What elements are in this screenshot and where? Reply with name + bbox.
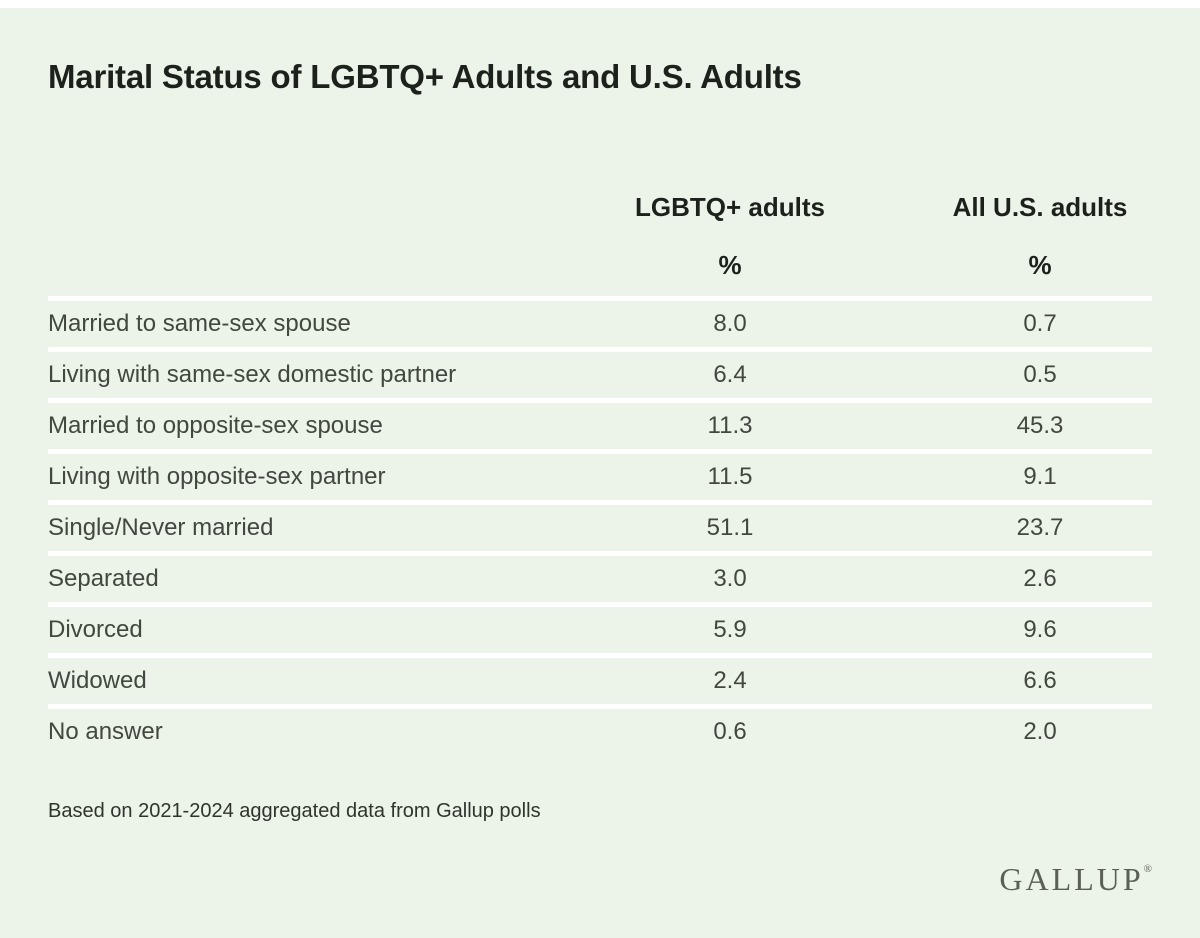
- table-row: Living with opposite-sex partner 11.5 9.…: [48, 449, 1152, 500]
- row-value-all-us: 9.1: [1023, 463, 1057, 490]
- row-value-lgbtq: 3.0: [713, 565, 747, 592]
- table-row: No answer 0.6 2.0: [48, 704, 1152, 755]
- content-area: Marital Status of LGBTQ+ Adults and U.S.…: [0, 58, 1200, 824]
- data-table: Married to same-sex spouse 8.0 0.7 Livin…: [48, 296, 1152, 755]
- row-label: Single/Never married: [48, 514, 274, 541]
- unit-label-all-us: %: [1028, 250, 1052, 280]
- table-row: Widowed 2.4 6.6: [48, 653, 1152, 704]
- row-label: Married to opposite-sex spouse: [48, 412, 383, 439]
- column-header-spacer: [48, 192, 570, 222]
- row-value-all-us: 6.6: [1023, 667, 1057, 694]
- row-label: Divorced: [48, 616, 143, 643]
- column-header-row: LGBTQ+ adults All U.S. adults: [48, 192, 1152, 222]
- unit-label-lgbtq: %: [718, 250, 742, 280]
- row-value-lgbtq: 2.4: [713, 667, 747, 694]
- gallup-logo: GALLUP®: [999, 861, 1152, 898]
- table-row: Separated 3.0 2.6: [48, 551, 1152, 602]
- row-value-all-us: 0.7: [1023, 310, 1057, 337]
- top-border: [0, 0, 1200, 8]
- table-row: Living with same-sex domestic partner 6.…: [48, 347, 1152, 398]
- table-row: Single/Never married 51.1 23.7: [48, 500, 1152, 551]
- row-value-all-us: 9.6: [1023, 616, 1057, 643]
- row-value-all-us: 2.6: [1023, 565, 1057, 592]
- column-header-all-us: All U.S. adults: [952, 192, 1128, 222]
- unit-header-spacer: [48, 250, 570, 280]
- row-label: Married to same-sex spouse: [48, 310, 351, 337]
- row-value-all-us: 2.0: [1023, 718, 1057, 745]
- row-label: Living with opposite-sex partner: [48, 463, 386, 490]
- registered-trademark-symbol: ®: [1143, 863, 1152, 875]
- row-value-lgbtq: 6.4: [713, 361, 747, 388]
- unit-header-row: % %: [48, 250, 1152, 280]
- row-value-all-us: 23.7: [1016, 514, 1064, 541]
- row-label: No answer: [48, 718, 163, 745]
- row-value-lgbtq: 5.9: [713, 616, 747, 643]
- column-header-lgbtq: LGBTQ+ adults: [635, 192, 825, 222]
- table-row: Married to same-sex spouse 8.0 0.7: [48, 296, 1152, 347]
- row-value-lgbtq: 8.0: [713, 310, 747, 337]
- row-value-all-us: 45.3: [1016, 412, 1064, 439]
- row-value-all-us: 0.5: [1023, 361, 1057, 388]
- row-value-lgbtq: 11.5: [707, 463, 753, 490]
- row-label: Widowed: [48, 667, 147, 694]
- row-value-lgbtq: 51.1: [706, 514, 754, 541]
- source-note: Based on 2021-2024 aggregated data from …: [48, 800, 541, 822]
- table-row: Divorced 5.9 9.6: [48, 602, 1152, 653]
- row-label: Separated: [48, 565, 159, 592]
- table-row: Married to opposite-sex spouse 11.3 45.3: [48, 398, 1152, 449]
- row-value-lgbtq: 11.3: [707, 412, 753, 439]
- row-label: Living with same-sex domestic partner: [48, 361, 457, 388]
- row-value-lgbtq: 0.6: [713, 718, 747, 745]
- page-title: Marital Status of LGBTQ+ Adults and U.S.…: [48, 58, 802, 95]
- gallup-wordmark: GALLUP: [999, 861, 1144, 897]
